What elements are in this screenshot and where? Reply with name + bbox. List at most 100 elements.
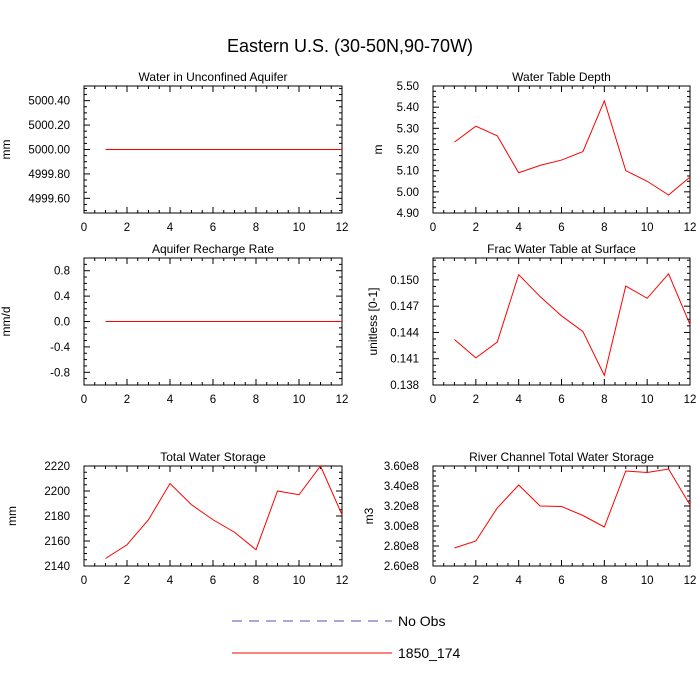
x-tick-label: 10: [641, 394, 654, 406]
y-axis-label: mm/d: [0, 307, 13, 337]
y-tick-label: 5.20: [397, 145, 419, 157]
panel-title: Water Table Depth: [512, 70, 611, 84]
y-tick-label: 0.4: [54, 291, 71, 303]
x-tick-label: 2: [473, 222, 479, 234]
x-tick-label: 4: [167, 222, 174, 234]
x-tick-label: 0: [81, 222, 87, 234]
panel-title: Aquifer Recharge Rate: [152, 242, 274, 256]
y-tick-label: 0.141: [390, 354, 419, 366]
y-tick-label: 0.138: [390, 380, 419, 392]
plot-frame: [432, 85, 691, 214]
panel-2: Water Table Depth m 0 2 4 6 8 10 12 4.90 5.00 5.10 5…: [371, 70, 696, 234]
legend: No Obs 1850_174: [232, 613, 461, 661]
plot-frame: [432, 257, 691, 386]
y-tick-label: 2.60e8: [384, 561, 419, 573]
panel-title: Total Water Storage: [160, 450, 266, 464]
x-tick-label: 12: [336, 394, 349, 406]
x-tick-label: 4: [515, 222, 522, 234]
x-tick-label: 8: [253, 575, 259, 587]
x-tick-label: 0: [81, 575, 87, 587]
x-tick-label: 6: [558, 222, 564, 234]
x-tick-label: 6: [210, 394, 216, 406]
plot-frame: [83, 465, 343, 567]
x-tick-label: 6: [558, 394, 564, 406]
y-tick-label: -0.8: [50, 367, 70, 379]
y-tick-label: 2160: [44, 536, 70, 548]
y-tick-label: -0.4: [50, 342, 70, 354]
y-tick-label: 0.150: [390, 275, 419, 287]
x-tick-label: 2: [473, 394, 479, 406]
panel-4: Frac Water Table at Surface unitless [0-1…: [366, 242, 696, 406]
series-line-1: [454, 99, 691, 196]
x-tick-label: 0: [430, 575, 436, 587]
y-tick-label: 5000.00: [28, 145, 70, 157]
y-axis-label: unitless [0-1]: [366, 287, 380, 355]
panel-title: River Channel Total Water Storage: [469, 450, 654, 464]
panel-1: Water in Unconfined Aquifer mm 0 2 4 6 8 10 12 49…: [0, 70, 348, 234]
y-tick-label: 5.50: [397, 81, 419, 93]
plot-frame: [432, 465, 691, 567]
y-tick-label: 3.40e8: [384, 481, 419, 493]
y-tick-label: 2180: [44, 511, 70, 523]
x-tick-label: 12: [684, 222, 697, 234]
legend-label-no-obs: No Obs: [398, 613, 445, 629]
y-tick-label: 0.0: [54, 317, 70, 329]
x-tick-label: 12: [684, 575, 697, 587]
y-tick-label: 3.00e8: [384, 521, 419, 533]
y-tick-label: 0.144: [390, 327, 419, 339]
panel-title: Water in Unconfined Aquifer: [139, 70, 288, 84]
x-tick-label: 6: [210, 575, 216, 587]
y-tick-label: 5000.40: [28, 96, 70, 108]
y-tick-label: 0.147: [390, 301, 419, 313]
series-line-1: [105, 465, 343, 559]
x-tick-label: 4: [167, 575, 174, 587]
x-tick-label: 0: [430, 394, 436, 406]
x-tick-label: 4: [515, 575, 522, 587]
x-tick-label: 0: [430, 222, 436, 234]
x-tick-label: 8: [601, 394, 607, 406]
x-tick-label: 12: [336, 575, 349, 587]
x-tick-label: 10: [641, 575, 654, 587]
panel-title: Frac Water Table at Surface: [487, 242, 636, 256]
legend-label-1850-174: 1850_174: [398, 645, 461, 661]
x-tick-label: 0: [81, 394, 87, 406]
y-axis-label: m3: [362, 507, 376, 524]
figure-title: Eastern U.S. (30-50N,90-70W): [227, 36, 473, 56]
y-tick-label: 2.80e8: [384, 541, 419, 553]
x-tick-label: 2: [124, 222, 130, 234]
x-tick-label: 12: [684, 394, 697, 406]
series-line-1: [454, 272, 691, 377]
x-tick-label: 6: [558, 575, 564, 587]
y-tick-label: 5.00: [397, 187, 419, 199]
x-tick-label: 8: [253, 222, 259, 234]
y-axis-label: mm: [0, 140, 13, 160]
x-tick-label: 8: [601, 222, 607, 234]
x-tick-label: 4: [515, 394, 522, 406]
y-tick-label: 2220: [44, 461, 70, 473]
y-tick-label: 5.30: [397, 123, 419, 135]
x-tick-label: 2: [124, 394, 130, 406]
x-tick-label: 2: [473, 575, 479, 587]
panel-6: River Channel Total Water Storage m3 0 2 4 6 8…: [362, 450, 696, 587]
y-tick-label: 4.90: [397, 208, 419, 220]
y-tick-label: 4999.80: [28, 169, 70, 181]
x-tick-label: 8: [253, 394, 259, 406]
panels: Water in Unconfined Aquifer mm 0 2 4 6 8 10 12 49…: [0, 70, 696, 587]
y-tick-label: 3.60e8: [384, 461, 419, 473]
y-tick-label: 5.40: [397, 102, 419, 114]
series-line-1: [454, 468, 691, 549]
y-tick-label: 5.10: [397, 166, 419, 178]
x-tick-label: 10: [293, 575, 306, 587]
x-tick-label: 10: [641, 222, 654, 234]
y-axis-label: mm: [5, 506, 19, 526]
x-tick-label: 4: [167, 394, 174, 406]
x-tick-label: 6: [210, 222, 216, 234]
x-tick-label: 2: [124, 575, 130, 587]
y-tick-label: 3.20e8: [384, 501, 419, 513]
x-tick-label: 10: [293, 222, 306, 234]
y-tick-label: 4999.60: [28, 193, 70, 205]
y-tick-label: 0.8: [54, 266, 70, 278]
x-tick-label: 12: [336, 222, 349, 234]
x-tick-label: 10: [293, 394, 306, 406]
